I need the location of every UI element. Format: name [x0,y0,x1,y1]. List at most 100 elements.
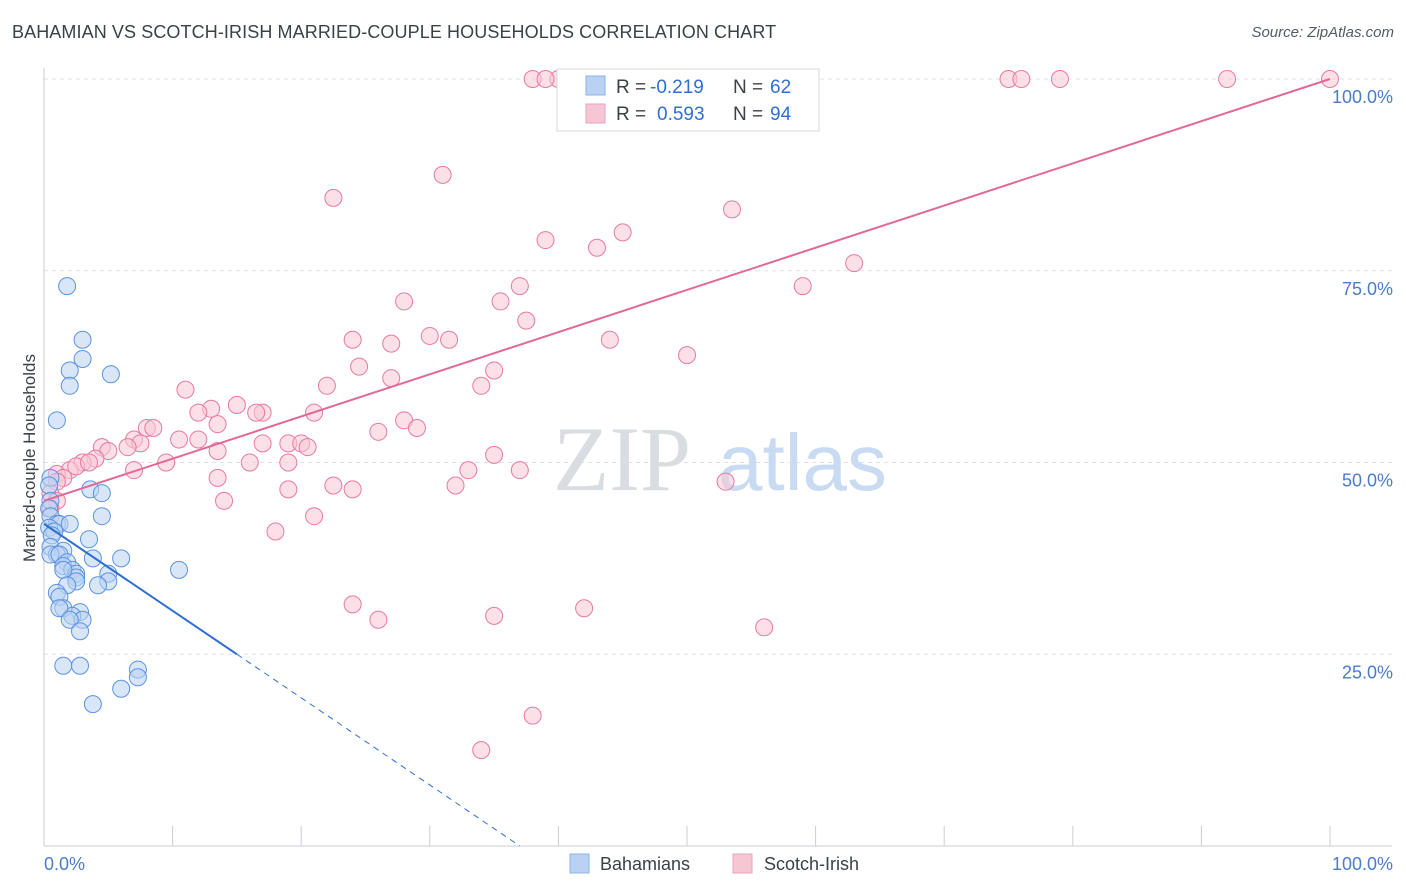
series-legend-swatch-scotch-irish [732,853,753,874]
scotch-irish-point-43 [208,415,227,434]
scotch-irish-point-78 [324,476,343,495]
legend-swatch-scotch-irish [585,103,606,124]
bahamians-point-6 [47,411,66,430]
y-tick-label-2: 75.0% [1342,279,1393,299]
scotch-irish-point-9 [1218,70,1237,88]
legend-n-value-scotch-irish: 94 [770,104,792,125]
scotch-irish-point-32 [472,376,491,395]
scotch-irish-point-55 [485,445,504,464]
scotch-irish-point-83 [266,522,285,541]
series-legend-label-scotch-irish: Scotch-Irish [764,854,859,874]
scotch-irish-point-34 [176,380,195,399]
scotch-irish-point-8 [1050,70,1069,88]
scotch-irish-point-84 [446,476,465,495]
scotch-irish-point-77 [279,480,298,499]
scotch-irish-point-15 [587,238,606,257]
chart-title: BAHAMIAN VS SCOTCH-IRISH MARRIED-COUPLE … [12,22,777,42]
scotch-irish-point-54 [298,438,317,457]
scotch-irish-point-12 [324,188,343,207]
scotch-irish-point-65 [80,453,99,472]
scotch-irish-point-22 [517,311,536,330]
scotch-irish-point-16 [613,223,632,242]
scotch-irish-point-13 [723,200,742,219]
scotch-irish-point-37 [189,403,208,422]
scotch-irish-point-70 [279,453,298,472]
bahamians-points [40,277,189,714]
bahamians-trend-line [43,523,238,656]
scotch-irish-point-56 [118,438,137,457]
scotch-irish-point-79 [343,480,362,499]
bahamians-point-27 [112,549,131,568]
scotch-irish-point-69 [208,441,227,460]
scotch-irish-point-82 [305,507,324,526]
scotch-irish-point-53 [369,422,388,441]
grid-lines [44,78,1392,655]
scotch-irish-point-11 [433,165,452,184]
y-tick-label-3: 100.0% [1332,87,1393,107]
scotch-irish-point-50 [253,434,272,453]
bahamians-point-48 [60,610,79,629]
trend-lines [43,78,1331,847]
scotch-irish-point-29 [350,357,369,376]
legend-r-label-bahamians: R = [616,77,646,98]
scotch-irish-point-25 [343,330,362,349]
scotch-irish-point-81 [215,491,234,510]
bahamians-point-55 [83,695,102,714]
scotch-irish-trend-line [43,78,1331,502]
legend-n-label-bahamians: N = [733,77,763,98]
scotch-irish-point-45 [144,418,163,437]
bahamians-point-3 [101,365,120,384]
scotch-irish-point-86 [343,595,362,614]
scotch-irish-point-17 [845,254,864,273]
scotch-irish-point-80 [510,461,529,480]
bahamians-point-0 [58,277,77,296]
legend-r-value-bahamians: -0.219 [650,77,704,98]
scotch-irish-point-71 [459,461,478,480]
x-tick-label-0: 0.0% [44,854,85,874]
scotch-irish-point-33 [317,376,336,395]
scotch-irish-point-90 [755,618,774,637]
bahamians-point-8 [40,476,59,495]
scotch-irish-point-46 [170,430,189,449]
scotch-irish-point-7 [1012,70,1031,88]
scotch-irish-point-92 [472,741,491,760]
bahamians-point-54 [112,679,131,698]
bahamians-point-17 [92,507,111,526]
scotch-irish-point-42 [407,418,426,437]
scotch-irish-point-24 [440,330,459,349]
watermark: ZIP atlas [553,408,887,510]
scotch-irish-point-87 [369,610,388,629]
scotch-irish-point-2 [536,70,555,88]
y-axis-title: Married-couple Households [20,354,39,562]
scotch-irish-point-91 [523,706,542,725]
legend-r-value-scotch-irish: 0.593 [657,104,705,125]
scotch-irish-point-28 [678,346,696,365]
series-legend-swatch-bahamians [569,853,590,874]
bahamians-point-49 [71,622,90,641]
scotch-irish-point-19 [510,277,529,296]
scotch-irish-point-39 [247,403,266,422]
scotch-irish-point-36 [227,395,246,414]
scotch-irish-point-47 [189,430,208,449]
legend-n-label-scotch-irish: N = [733,104,763,125]
legend-r-label-scotch-irish: R = [616,104,646,125]
y-tick-label-1: 50.0% [1342,471,1393,491]
x-tick-label-1: 100.0% [1332,854,1393,874]
scotch-irish-point-21 [491,292,510,311]
scotch-irish-point-31 [485,361,504,380]
bahamians-point-2 [73,349,92,368]
scotch-irish-point-27 [600,330,619,349]
watermark-zip: ZIP [553,408,691,510]
bahamians-point-46 [50,599,69,618]
scotch-irish-point-67 [240,453,259,472]
bahamians-point-51 [71,656,90,675]
bahamians-point-5 [60,376,79,395]
bahamians-trend-extension [236,653,521,847]
scotch-irish-point-14 [536,231,555,250]
scotch-irish-point-85 [716,472,735,491]
source-label: Source: ZipAtlas.com [1251,24,1394,41]
watermark-atlas: atlas [718,418,887,507]
legend-n-value-bahamians: 62 [770,77,791,98]
bahamians-point-53 [128,668,147,687]
